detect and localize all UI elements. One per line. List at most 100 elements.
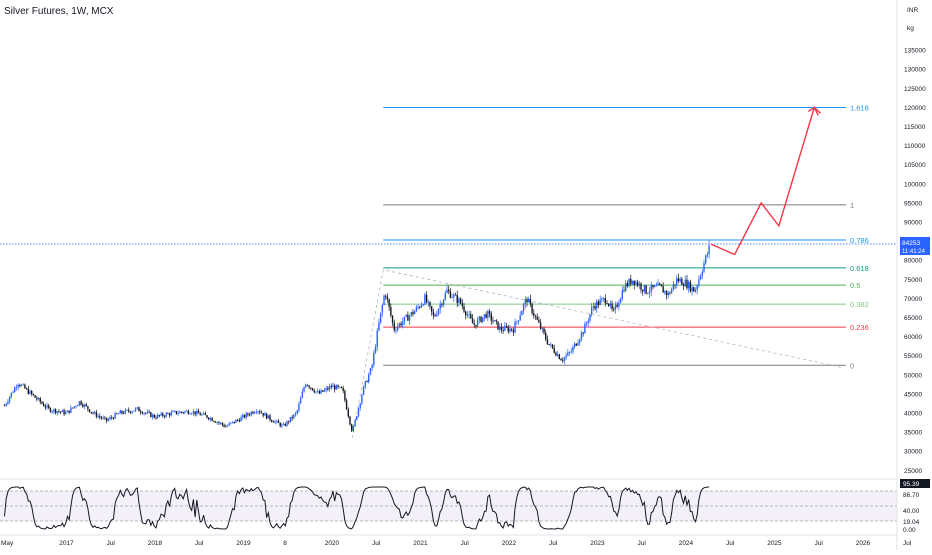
candle-body (311, 388, 314, 391)
candle-body (136, 407, 138, 409)
candle-body (463, 306, 465, 312)
candle-body (173, 410, 176, 412)
candle-body (444, 292, 446, 300)
candle-body (201, 414, 203, 416)
candle-body (471, 318, 474, 324)
candle-body (437, 309, 440, 315)
candles (3, 240, 710, 433)
candle-body (587, 320, 589, 323)
candle-body (257, 411, 259, 413)
candle-body (296, 410, 298, 414)
candle-body (259, 411, 261, 413)
candle-body (698, 279, 700, 286)
candle-body (378, 322, 380, 331)
y-tick-label: 50000 (904, 372, 922, 379)
candle-body (111, 417, 113, 419)
candle-body (536, 316, 538, 320)
x-tick-label: Jul (372, 540, 381, 547)
candle-body (665, 291, 668, 296)
candle-body (645, 285, 647, 294)
x-tick-label: 2017 (59, 540, 74, 547)
candle-body (24, 384, 26, 389)
candle-body (434, 315, 436, 317)
candle-body (543, 328, 545, 333)
candle-body (310, 387, 312, 389)
candle-body (388, 299, 390, 307)
candle-body (633, 280, 635, 285)
candle-body (168, 413, 171, 416)
candle-body (613, 308, 615, 310)
candle-body (704, 255, 707, 264)
candle-body (662, 286, 664, 293)
candle-body (579, 339, 581, 343)
candle-body (288, 421, 290, 423)
candle-body (657, 283, 659, 286)
candle-body (422, 304, 424, 306)
candle-body (230, 422, 232, 424)
candle-body (400, 323, 402, 326)
candle-body (580, 332, 583, 340)
candle-body (274, 421, 276, 423)
candle-body (155, 417, 157, 419)
candle-body (282, 424, 285, 425)
candle-body (480, 316, 482, 322)
x-tick-label: Jul (903, 540, 912, 547)
candle-body (391, 315, 394, 323)
candle-body (482, 317, 484, 322)
candle-body (333, 385, 336, 390)
candle-body (206, 415, 208, 418)
candle-body (614, 304, 617, 310)
candle-body (385, 295, 387, 297)
candle-body (473, 323, 475, 325)
candle-body (63, 410, 65, 415)
candle-body (80, 401, 82, 405)
candle-body (17, 384, 19, 388)
candle-body (596, 301, 598, 309)
candle-body (551, 344, 554, 349)
candle-body (442, 299, 445, 306)
candle-body (625, 283, 627, 292)
y-tick-label: 70000 (904, 296, 922, 303)
y-tick-label: 30000 (904, 449, 922, 456)
candle-body (505, 325, 508, 328)
candle-body (516, 321, 518, 323)
candle-body (322, 390, 324, 392)
candle-body (691, 287, 693, 292)
candle-body (398, 323, 401, 327)
candle-body (243, 415, 246, 418)
candle-body (419, 306, 421, 308)
candle-body (191, 413, 193, 415)
candle-body (701, 271, 703, 276)
candle-body (320, 390, 322, 394)
candle-body (459, 298, 462, 304)
candle-body (226, 425, 229, 427)
candle-body (664, 291, 666, 293)
candle-body (85, 404, 87, 407)
candle-body (248, 414, 251, 416)
swing-line (351, 269, 841, 438)
candle-body (325, 388, 327, 390)
candle-body (51, 411, 53, 413)
candle-body (337, 385, 339, 387)
candle-body (514, 322, 516, 333)
candle-body (25, 388, 28, 390)
candle-body (10, 392, 13, 398)
projection-arrowhead (807, 106, 819, 116)
candle-body (465, 311, 467, 316)
candle-body (693, 287, 695, 292)
candle-body (393, 322, 395, 331)
candle-body (451, 297, 453, 299)
candle-body (236, 419, 239, 421)
y-tick-label: 135000 (904, 48, 926, 55)
candle-body (541, 328, 544, 330)
candle-body (350, 424, 353, 432)
candle-body (689, 281, 692, 292)
oscillator-current-value: 95.39 (903, 481, 920, 488)
candle-body (538, 319, 540, 323)
candle-body (362, 386, 365, 395)
candle-body (522, 304, 525, 312)
candle-body (527, 298, 530, 303)
candle-body (204, 413, 207, 416)
candle-body (289, 417, 292, 423)
